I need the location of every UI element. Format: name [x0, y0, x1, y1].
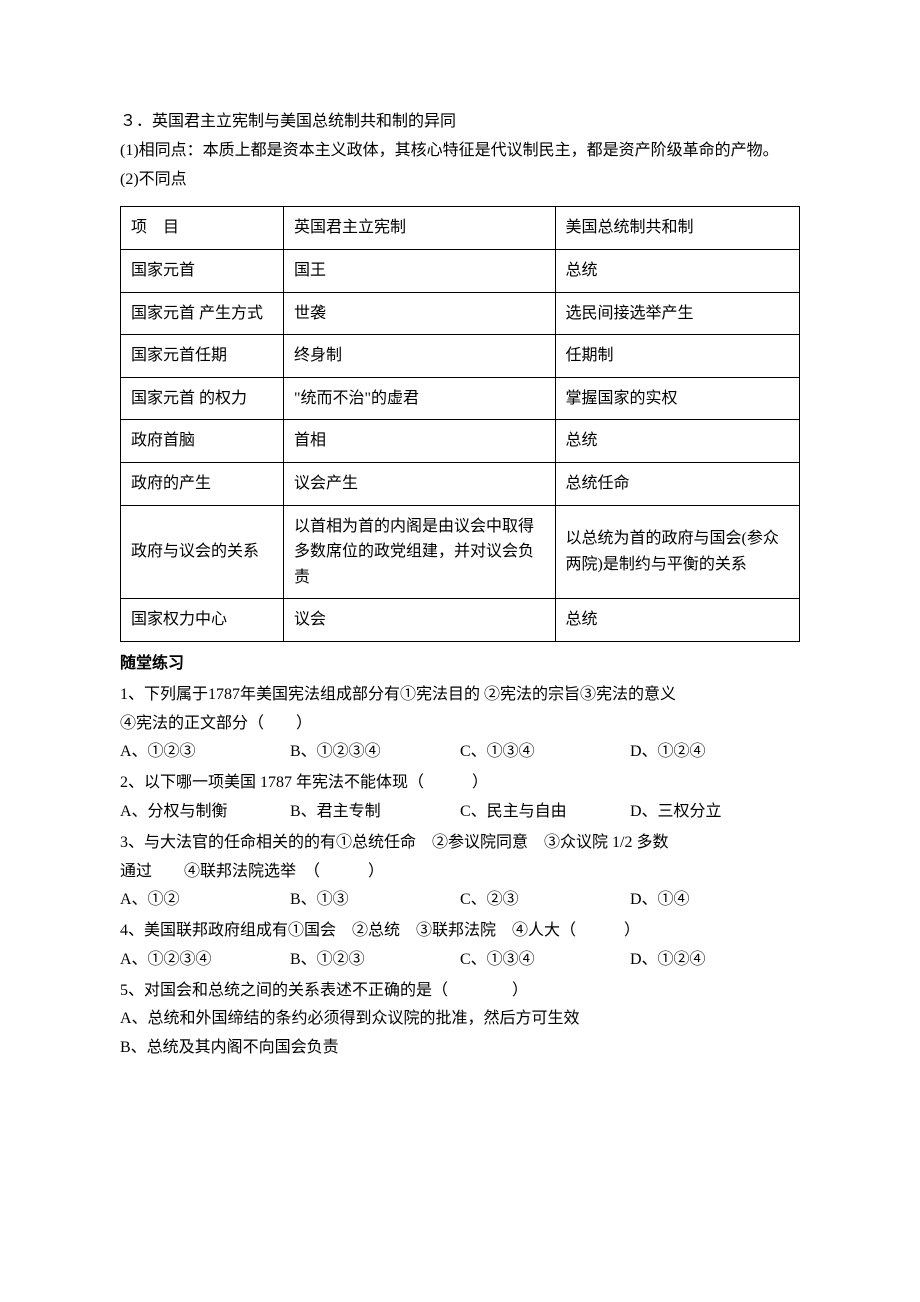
table-cell: 以总统为首的政府与国会(参众两院)是制约与平衡的关系: [555, 505, 799, 599]
q3-option-d: D、①④: [630, 886, 800, 915]
table-cell: 选民间接选举产生: [555, 292, 799, 335]
table-cell: 国家权力中心: [121, 599, 284, 642]
table-header: 美国总统制共和制: [555, 207, 799, 250]
table-cell: 首相: [283, 420, 555, 463]
q4-option-c: C、①③④: [460, 946, 630, 975]
q4-option-a: A、①②③④: [120, 946, 290, 975]
q3-stem-2: 通过 ④联邦法院选举 （ ）: [120, 858, 800, 887]
table-cell: 国家元首 产生方式: [121, 292, 284, 335]
table-header: 英国君主立宪制: [283, 207, 555, 250]
table-cell: 国家元首: [121, 249, 284, 292]
q1-stem: 1、下列属于1787年美国宪法组成部分有①宪法目的 ②宪法的宗旨③宪法的意义: [120, 681, 800, 710]
q5-option-b: B、总统及其内阁不向国会负责: [120, 1034, 800, 1063]
q1-option-c: C、①③④: [460, 738, 630, 767]
table-cell: 议会: [283, 599, 555, 642]
table-row: 项 目 英国君主立宪制 美国总统制共和制: [121, 207, 800, 250]
q5-stem: 5、对国会和总统之间的关系表述不正确的是（ ）: [120, 977, 800, 1006]
q2-option-a: A、分权与制衡: [120, 798, 290, 827]
q3-option-a: A、①②: [120, 886, 290, 915]
table-cell: 以首相为首的内阁是由议会中取得多数席位的政党组建，并对议会负责: [283, 505, 555, 599]
q3-options: A、①② B、①③ C、②③ D、①④: [120, 886, 800, 915]
q2-option-d: D、三权分立: [630, 798, 800, 827]
section-3-title: ３．英国君主立宪制与美国总统制共和制的异同: [120, 108, 800, 137]
table-row: 国家权力中心 议会 总统: [121, 599, 800, 642]
table-row: 国家元首 的权力 "统而不治"的虚君 掌握国家的实权: [121, 377, 800, 420]
q3-option-b: B、①③: [290, 886, 460, 915]
table-cell: 国家元首任期: [121, 335, 284, 378]
q2-options: A、分权与制衡 B、君主专制 C、民主与自由 D、三权分立: [120, 798, 800, 827]
table-cell: 国家元首 的权力: [121, 377, 284, 420]
table-cell: 掌握国家的实权: [555, 377, 799, 420]
table-cell: 政府的产生: [121, 462, 284, 505]
table-row: 国家元首任期 终身制 任期制: [121, 335, 800, 378]
q2-option-c: C、民主与自由: [460, 798, 630, 827]
q2-option-b: B、君主专制: [290, 798, 460, 827]
table-row: 政府与议会的关系 以首相为首的内阁是由议会中取得多数席位的政党组建，并对议会负责…: [121, 505, 800, 599]
q1-options: A、①②③ B、①②③④ C、①③④ D、①②④: [120, 738, 800, 767]
q3-stem: 3、与大法官的任命相关的的有①总统任命 ②参议院同意 ③众议院 1/2 多数: [120, 829, 800, 858]
q3-option-c: C、②③: [460, 886, 630, 915]
table-cell: 政府与议会的关系: [121, 505, 284, 599]
q2-stem: 2、以下哪一项美国 1787 年宪法不能体现（ ）: [120, 769, 800, 798]
table-cell: 总统: [555, 420, 799, 463]
table-header: 项 目: [121, 207, 284, 250]
q1-option-a: A、①②③: [120, 738, 290, 767]
table-cell: 世袭: [283, 292, 555, 335]
table-row: 政府的产生 议会产生 总统任命: [121, 462, 800, 505]
section-3-point-1: (1)相同点：本质上都是资本主义政体，其核心特征是代议制民主，都是资产阶级革命的…: [120, 137, 800, 166]
table-row: 国家元首 产生方式 世袭 选民间接选举产生: [121, 292, 800, 335]
table-cell: 国王: [283, 249, 555, 292]
table-cell: 终身制: [283, 335, 555, 378]
section-3-point-2: (2)不同点: [120, 166, 800, 195]
table-row: 政府首脑 首相 总统: [121, 420, 800, 463]
q5-option-a: A、总统和外国缔结的条约必须得到众议院的批准，然后方可生效: [120, 1005, 800, 1034]
q4-option-b: B、①②③: [290, 946, 460, 975]
table-cell: 政府首脑: [121, 420, 284, 463]
q1-stem-2: ④宪法的正文部分（ ）: [120, 710, 800, 739]
q4-options: A、①②③④ B、①②③ C、①③④ D、①②④: [120, 946, 800, 975]
table-cell: 总统: [555, 249, 799, 292]
q4-stem: 4、美国联邦政府组成有①国会 ②总统 ③联邦法院 ④人大（ ）: [120, 917, 800, 946]
table-row: 国家元首 国王 总统: [121, 249, 800, 292]
q4-option-d: D、①②④: [630, 946, 800, 975]
table-cell: 议会产生: [283, 462, 555, 505]
table-cell: 总统: [555, 599, 799, 642]
table-cell: 任期制: [555, 335, 799, 378]
q1-option-d: D、①②④: [630, 738, 800, 767]
q1-option-b: B、①②③④: [290, 738, 460, 767]
table-cell: 总统任命: [555, 462, 799, 505]
table-cell: "统而不治"的虚君: [283, 377, 555, 420]
practice-heading: 随堂练习: [120, 650, 800, 679]
comparison-table: 项 目 英国君主立宪制 美国总统制共和制 国家元首 国王 总统 国家元首 产生方…: [120, 206, 800, 642]
